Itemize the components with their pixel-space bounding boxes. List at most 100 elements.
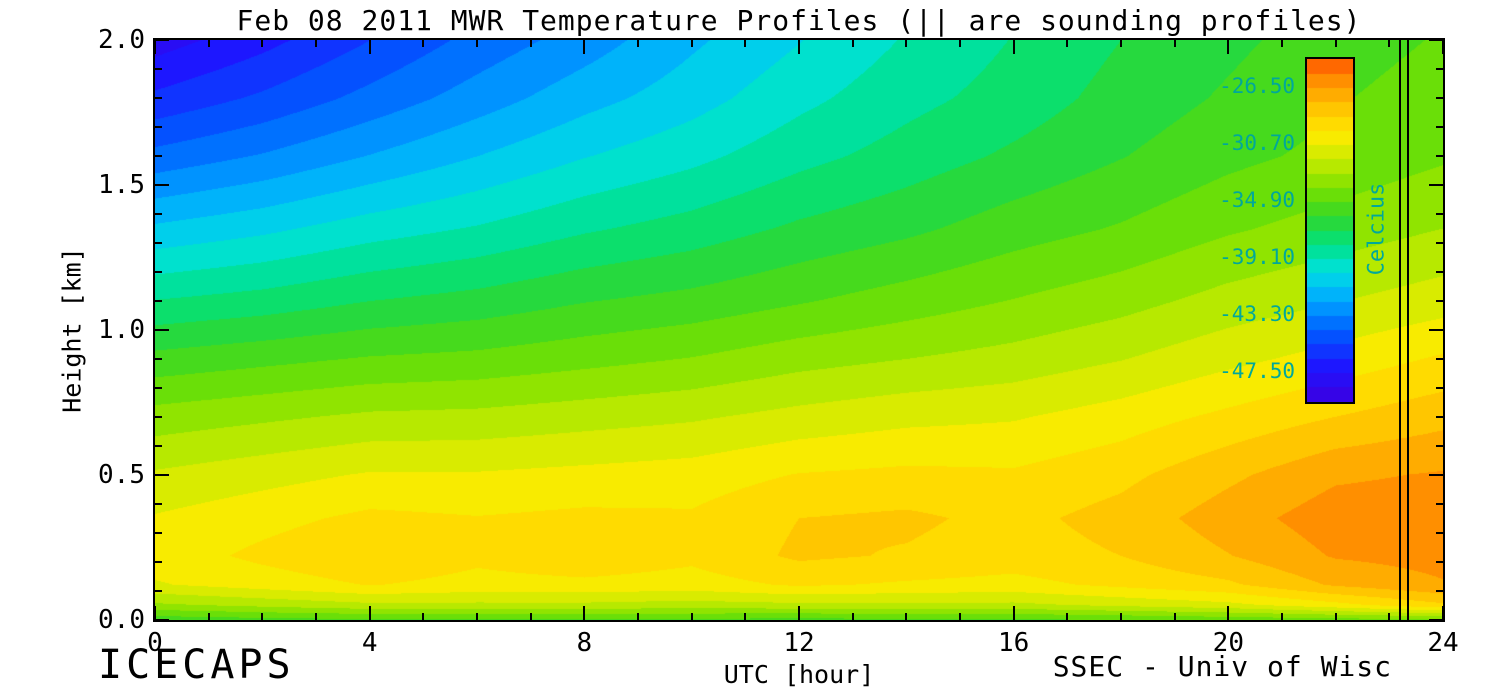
tick-mark [690, 40, 693, 47]
tick-mark [1436, 213, 1443, 215]
tick-mark [155, 126, 162, 128]
tick-mark [368, 40, 371, 54]
tick-mark [529, 40, 532, 47]
tick-mark [155, 416, 162, 418]
tick-mark [155, 619, 169, 620]
plot-area: Celcius -26.50 -30.70 -34.90 -39.10 -43.30 -4… [153, 38, 1445, 622]
tick-mark [798, 606, 800, 620]
tick-mark [851, 40, 854, 47]
tick-mark [207, 40, 210, 47]
tick-mark [422, 613, 425, 620]
tick-mark [1281, 40, 1283, 47]
tick-mark [1120, 613, 1122, 620]
tick-mark [1066, 40, 1069, 47]
tick-mark [207, 613, 210, 620]
y-tick-label: 1.5 [98, 170, 145, 200]
tick-mark [744, 613, 747, 620]
tick-mark [155, 503, 162, 505]
x-tick-label: 4 [361, 628, 378, 658]
x-tick-label: 12 [783, 628, 815, 658]
tick-mark [1388, 40, 1391, 47]
tick-mark [155, 532, 162, 534]
tick-mark [529, 613, 532, 620]
tick-mark [1429, 474, 1443, 476]
tick-mark [1436, 445, 1443, 447]
tick-mark [1442, 40, 1443, 54]
tick-mark [1334, 40, 1337, 47]
tick-mark [1442, 606, 1443, 620]
project-label: ICECAPS [98, 642, 295, 688]
tick-mark [1436, 126, 1443, 128]
contour-canvas [155, 40, 1443, 620]
tick-mark [1429, 619, 1443, 620]
tick-mark [1388, 613, 1391, 620]
sounding-profile-line [1407, 40, 1410, 620]
tick-mark [155, 590, 162, 592]
x-tick-label: 16 [998, 628, 1030, 658]
tick-mark [1436, 590, 1443, 592]
tick-mark [690, 613, 693, 620]
tick-mark [155, 606, 156, 620]
y-tick-label: 0.0 [98, 605, 145, 635]
tick-mark [744, 40, 747, 47]
tick-mark [1281, 613, 1283, 620]
y-tick-label: 0.5 [98, 460, 145, 490]
tick-mark [1429, 40, 1443, 41]
tick-mark [1436, 68, 1443, 70]
colorbar-tick-label: -39.10 [1219, 245, 1295, 270]
tick-mark [798, 40, 800, 54]
tick-mark [155, 271, 162, 273]
tick-mark [155, 300, 162, 302]
tick-mark [1436, 271, 1443, 273]
x-tick-label: 24 [1427, 628, 1459, 658]
tick-mark [1334, 613, 1337, 620]
tick-mark [155, 329, 169, 331]
tick-mark [1436, 503, 1443, 505]
colorbar [1305, 57, 1355, 404]
tick-mark [1436, 300, 1443, 302]
colorbar-tick-label: -30.70 [1219, 130, 1295, 155]
tick-mark [155, 213, 162, 215]
colorbar-unit-label: Celcius [1364, 182, 1390, 275]
tick-mark [155, 358, 162, 360]
tick-mark [476, 613, 478, 620]
tick-mark [637, 613, 639, 620]
colorbar-canvas [1307, 59, 1353, 402]
tick-mark [155, 561, 162, 563]
tick-mark [315, 613, 317, 620]
tick-mark [1227, 606, 1230, 620]
tick-mark [1436, 387, 1443, 389]
colorbar-tick-label: -43.30 [1219, 302, 1295, 327]
tick-mark [1436, 561, 1443, 563]
tick-mark [1012, 40, 1015, 54]
tick-mark [315, 40, 317, 47]
tick-mark [1436, 242, 1443, 244]
sounding-profile-line [1399, 40, 1402, 620]
y-tick-label: 1.0 [98, 315, 145, 345]
tick-mark [637, 40, 639, 47]
tick-mark [1066, 613, 1069, 620]
tick-mark [905, 40, 908, 47]
tick-mark [155, 40, 169, 41]
tick-mark [1436, 97, 1443, 99]
x-tick-label: 8 [576, 628, 593, 658]
x-tick-label: 20 [1212, 628, 1244, 658]
y-axis-label: Height [km] [57, 247, 87, 413]
colorbar-tick-label: -47.50 [1219, 359, 1295, 384]
tick-mark [959, 40, 961, 47]
tick-mark [851, 613, 854, 620]
tick-mark [1012, 606, 1015, 620]
tick-mark [1429, 184, 1443, 186]
tick-mark [1173, 40, 1176, 47]
tick-mark [155, 242, 162, 244]
tick-mark [261, 613, 264, 620]
tick-mark [1436, 155, 1443, 157]
colorbar-tick-label: -34.90 [1219, 187, 1295, 212]
y-tick-label: 2.0 [98, 25, 145, 55]
tick-mark [959, 613, 961, 620]
x-axis-label: UTC [hour] [723, 660, 875, 689]
tick-mark [155, 97, 162, 99]
tick-mark [155, 387, 162, 389]
tick-mark [476, 40, 478, 47]
